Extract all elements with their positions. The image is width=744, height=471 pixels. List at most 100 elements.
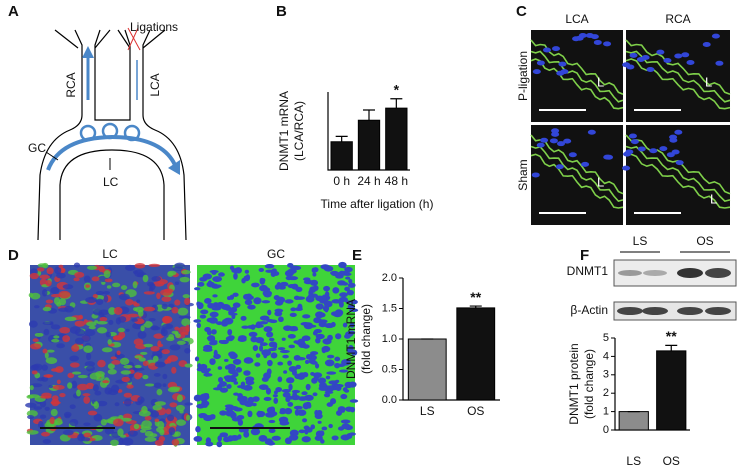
texture bbox=[150, 345, 160, 352]
texture bbox=[321, 347, 327, 354]
texture bbox=[287, 334, 296, 339]
texture bbox=[196, 403, 205, 409]
texture bbox=[48, 384, 54, 389]
texture bbox=[288, 276, 299, 281]
texture bbox=[252, 396, 260, 402]
texture bbox=[318, 377, 327, 384]
nucleus bbox=[641, 55, 650, 61]
texture bbox=[273, 295, 280, 301]
texture bbox=[131, 318, 138, 322]
texture bbox=[158, 435, 166, 442]
texture bbox=[282, 354, 289, 359]
texture bbox=[327, 354, 335, 359]
texture bbox=[36, 267, 45, 272]
texture bbox=[206, 317, 215, 323]
texture bbox=[254, 362, 261, 367]
texture bbox=[350, 406, 355, 413]
texture bbox=[226, 405, 232, 411]
texture bbox=[207, 302, 215, 309]
texture bbox=[211, 270, 217, 275]
column-label: RCA bbox=[665, 12, 690, 26]
texture bbox=[80, 437, 91, 442]
texture bbox=[148, 263, 161, 267]
texture bbox=[247, 410, 253, 418]
texture bbox=[138, 410, 151, 417]
texture bbox=[268, 419, 276, 424]
y-tick-label: 2 bbox=[603, 387, 609, 399]
texture bbox=[44, 351, 49, 359]
texture bbox=[37, 420, 44, 429]
nucleus bbox=[531, 172, 540, 178]
texture bbox=[142, 274, 149, 283]
texture bbox=[228, 351, 237, 357]
nucleus bbox=[536, 142, 545, 148]
texture bbox=[316, 410, 323, 416]
error-bar bbox=[469, 305, 482, 308]
texture bbox=[259, 342, 268, 346]
nucleus bbox=[552, 46, 561, 52]
texture bbox=[73, 277, 80, 282]
texture bbox=[104, 427, 114, 435]
texture bbox=[345, 276, 351, 280]
texture bbox=[310, 360, 318, 365]
texture bbox=[255, 353, 261, 358]
texture bbox=[218, 339, 224, 344]
texture bbox=[253, 297, 262, 305]
texture bbox=[301, 391, 308, 396]
elastic-lamina bbox=[625, 39, 731, 95]
texture bbox=[88, 325, 96, 330]
texture bbox=[267, 359, 273, 367]
texture bbox=[231, 268, 240, 274]
texture bbox=[324, 306, 329, 313]
texture bbox=[349, 322, 355, 328]
vessel-diagram bbox=[37, 29, 187, 241]
texture bbox=[204, 298, 212, 304]
x-tick-label: LS bbox=[626, 454, 641, 468]
nucleus bbox=[578, 32, 587, 38]
texture bbox=[107, 363, 115, 370]
blot-strip bbox=[613, 301, 737, 321]
significance: ** bbox=[470, 289, 481, 305]
texture bbox=[194, 287, 201, 291]
y-tick-label: 5 bbox=[603, 332, 609, 344]
texture bbox=[101, 281, 106, 285]
texture bbox=[39, 274, 51, 280]
texture bbox=[144, 383, 155, 387]
y-axis-label: DNMT1 mRNA bbox=[277, 91, 291, 171]
texture bbox=[29, 272, 39, 280]
texture bbox=[200, 309, 209, 315]
y-tick-label: 2.0 bbox=[382, 272, 397, 284]
texture bbox=[84, 329, 96, 337]
oscillatory-flow bbox=[79, 122, 141, 142]
texture bbox=[263, 287, 268, 295]
texture bbox=[141, 420, 153, 429]
texture bbox=[105, 331, 112, 338]
texture bbox=[174, 299, 181, 306]
texture bbox=[41, 431, 50, 437]
texture bbox=[273, 344, 278, 349]
texture bbox=[163, 288, 174, 294]
texture bbox=[69, 404, 76, 410]
texture bbox=[243, 357, 254, 364]
y-axis-label: (fold change) bbox=[359, 304, 373, 374]
texture bbox=[264, 439, 272, 445]
texture bbox=[171, 306, 179, 314]
row-label: P-ligation bbox=[516, 51, 530, 101]
texture bbox=[150, 410, 160, 418]
texture bbox=[182, 294, 190, 299]
texture bbox=[154, 418, 160, 423]
texture bbox=[237, 393, 243, 399]
texture bbox=[185, 324, 190, 332]
texture bbox=[81, 334, 91, 342]
texture bbox=[217, 435, 223, 442]
texture bbox=[312, 392, 318, 397]
texture bbox=[134, 262, 146, 269]
texture bbox=[143, 343, 154, 348]
panel-letter: C bbox=[516, 3, 527, 20]
texture bbox=[93, 413, 103, 422]
elastic-lamina bbox=[530, 134, 624, 195]
texture bbox=[45, 357, 58, 364]
texture bbox=[59, 393, 66, 398]
texture bbox=[286, 377, 295, 384]
